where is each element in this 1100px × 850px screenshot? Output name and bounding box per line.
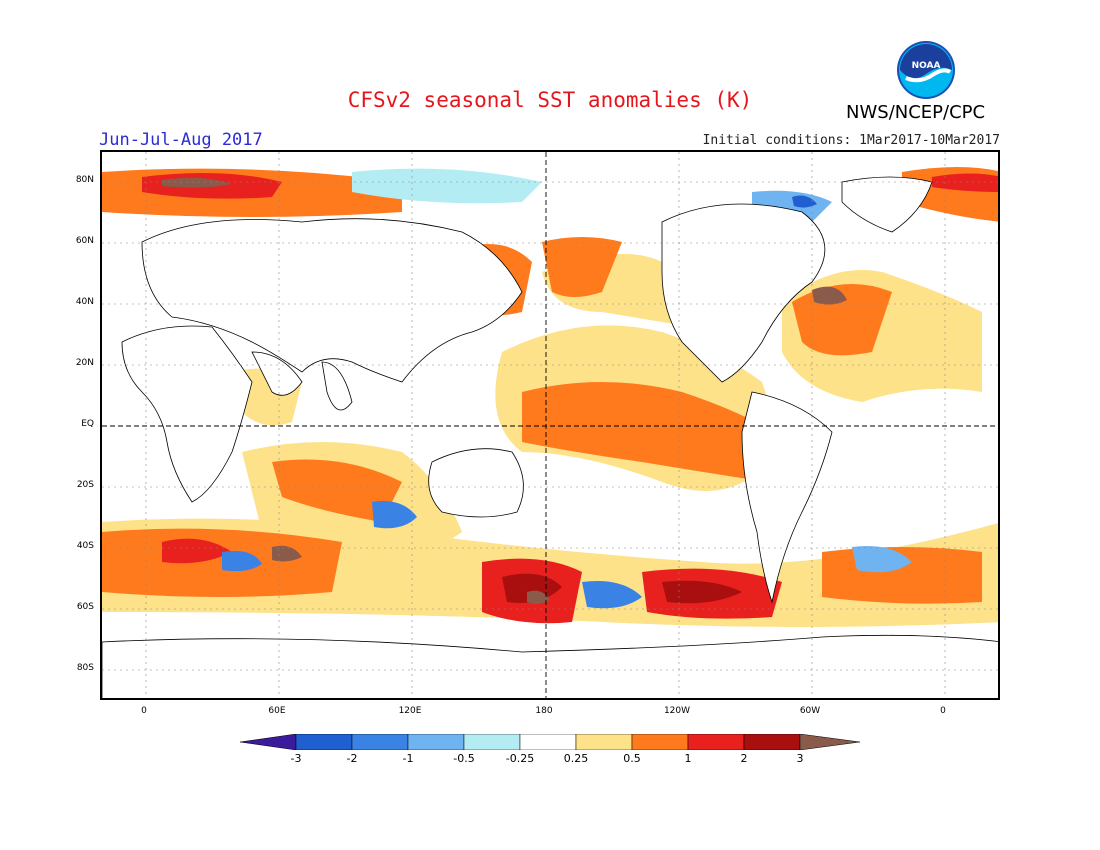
colorbar-label: 2: [740, 752, 748, 765]
lat-label: 60S: [76, 602, 94, 612]
colorbar-segment: [407, 734, 465, 750]
coastlines: [102, 176, 998, 698]
colorbar-label: -1: [402, 752, 414, 765]
lon-label: 180: [535, 706, 553, 716]
colorbar-label: -0.25: [505, 752, 535, 765]
lat-label: 40N: [75, 297, 94, 307]
map-title: CFSv2 seasonal SST anomalies (K): [347, 88, 753, 112]
colorbar-segment: [799, 734, 860, 750]
initial-conditions-label: Initial conditions: 1Mar2017-10Mar2017: [702, 133, 1000, 148]
colorbar-label: -3: [290, 752, 302, 765]
lat-label: 60N: [75, 236, 94, 246]
colorbar-segment: [519, 734, 577, 750]
colorbar-segment: [575, 734, 633, 750]
graticule: [102, 152, 998, 698]
season-label: Jun-Jul-Aug 2017: [99, 130, 263, 150]
svg-text:NOAA: NOAA: [912, 61, 941, 71]
colorbar-label: 1: [684, 752, 692, 765]
lon-label: 120E: [398, 706, 422, 716]
colorbar-label: 0.25: [563, 752, 589, 765]
colorbar-label: 3: [796, 752, 804, 765]
lat-label: 20N: [75, 358, 94, 368]
colorbar-segment: [463, 734, 521, 750]
lat-label: EQ: [81, 419, 94, 429]
colorbar-label: 0.5: [623, 752, 641, 765]
colorbar: [240, 734, 860, 750]
lat-label: 40S: [76, 541, 94, 551]
colorbar-segment: [687, 734, 745, 750]
colorbar-segment: [351, 734, 409, 750]
colorbar-label: -2: [346, 752, 358, 765]
lon-label: 120W: [663, 706, 691, 716]
lon-label: 60W: [799, 706, 821, 716]
colorbar-segment: [631, 734, 689, 750]
lat-label: 80S: [76, 663, 94, 673]
map-canvas: [102, 152, 998, 698]
lon-label: 60E: [268, 706, 286, 716]
sst-anomaly-map: [100, 150, 1000, 700]
lon-label: 0: [141, 706, 147, 716]
colorbar-segment: [240, 734, 297, 750]
anomaly-shading: [102, 167, 998, 627]
colorbar-segment: [743, 734, 801, 750]
noaa-logo-icon: NOAA: [897, 41, 955, 99]
agency-label: NWS/NCEP/CPC: [846, 102, 986, 123]
lon-label: 0: [940, 706, 946, 716]
colorbar-segment: [295, 734, 353, 750]
equator-dateline: [102, 152, 998, 698]
lat-label: 80N: [75, 175, 94, 185]
lat-label: 20S: [76, 480, 94, 490]
colorbar-label: -0.5: [453, 752, 475, 765]
